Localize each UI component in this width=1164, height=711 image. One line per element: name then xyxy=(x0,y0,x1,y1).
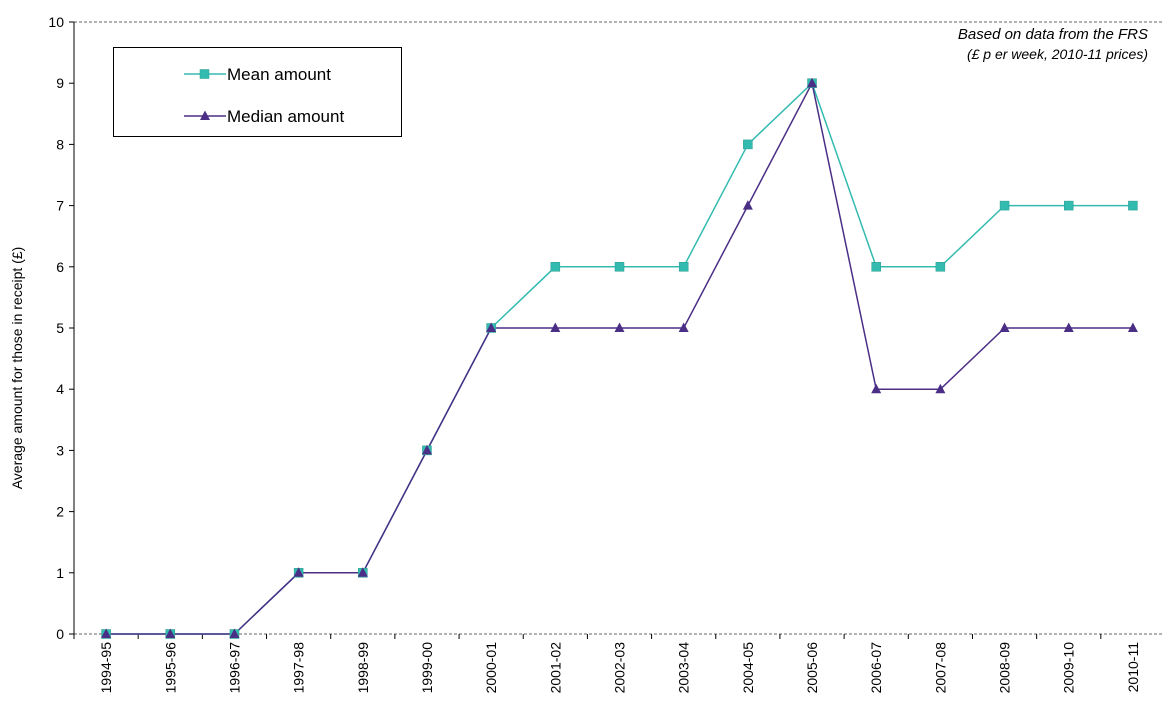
series-markers xyxy=(101,77,1138,639)
data-point-mean xyxy=(678,262,689,272)
x-tick-label: 1994-95 xyxy=(98,642,114,694)
y-tick-label: 4 xyxy=(56,381,64,397)
legend-item-mean: Mean amount xyxy=(114,62,401,86)
y-tick-label: 5 xyxy=(56,320,64,336)
y-tick-label: 3 xyxy=(56,442,64,458)
x-tick-label: 2010-11 xyxy=(1125,642,1141,693)
x-tick-label: 2003-04 xyxy=(676,642,692,694)
legend-item-median: Median amount xyxy=(114,104,401,128)
legend-swatch-mean xyxy=(184,69,226,79)
x-tick-label: 1997-98 xyxy=(291,642,307,694)
series-line-1 xyxy=(106,81,1133,635)
series-lines xyxy=(106,81,1133,635)
x-tick-label: 2008-09 xyxy=(997,642,1013,694)
x-tick-label: 2009-10 xyxy=(1061,642,1077,694)
x-tick-label: 2006-07 xyxy=(868,642,884,694)
data-point-median xyxy=(421,444,432,455)
legend: Mean amount Median amount xyxy=(113,47,402,137)
legend-label-median: Median amount xyxy=(227,107,345,126)
data-point-median xyxy=(1127,322,1138,332)
data-point-mean xyxy=(871,262,881,272)
data-point-median xyxy=(1063,322,1074,332)
data-point-median xyxy=(742,200,753,210)
series-line-0 xyxy=(106,81,1133,635)
data-point-median xyxy=(678,322,689,332)
data-point-median xyxy=(486,322,497,332)
data-point-mean xyxy=(614,262,625,272)
annotation-units: (£ p er week, 2010-11 prices) xyxy=(966,46,1148,62)
data-point-median xyxy=(999,322,1010,332)
x-tick-label: 1995-96 xyxy=(162,642,178,694)
x-tick-label: 1998-99 xyxy=(355,642,371,694)
data-point-median xyxy=(550,322,561,332)
y-axis-label: Average amount for those in receipt (£) xyxy=(9,246,25,490)
x-tick-label: 2000-01 xyxy=(483,642,499,694)
x-tick-label: 1996-97 xyxy=(226,642,242,694)
data-point-mean xyxy=(935,262,946,272)
legend-swatch-median xyxy=(184,110,226,120)
data-point-median xyxy=(357,567,368,577)
y-tick-label: 7 xyxy=(56,198,64,214)
data-point-median xyxy=(165,628,176,638)
data-point-median xyxy=(101,628,112,638)
data-point-median xyxy=(807,77,818,88)
y-tick-label: 6 xyxy=(56,259,64,275)
x-tick-label: 2005-06 xyxy=(804,642,820,694)
data-point-median xyxy=(871,383,882,394)
y-tick-label: 1 xyxy=(56,565,64,581)
x-tick-label: 1999-00 xyxy=(419,642,435,694)
data-point-median xyxy=(229,628,240,638)
data-point-median xyxy=(614,322,625,332)
data-point-median xyxy=(293,567,304,577)
y-tick-label: 0 xyxy=(56,626,64,642)
data-point-mean xyxy=(550,262,561,272)
x-ticks: 1994-95 1995-96 1996-97 1997-98 1998-99 1999-… xyxy=(73,634,1141,694)
data-point-median xyxy=(935,383,946,394)
data-point-mean xyxy=(1063,200,1074,211)
legend-label-mean: Mean amount xyxy=(227,65,331,84)
x-tick-label: 2002-03 xyxy=(612,642,628,694)
y-tick-label: 2 xyxy=(56,504,64,520)
y-tick-label: 9 xyxy=(56,75,64,91)
y-tick-label: 8 xyxy=(56,136,64,152)
data-point-mean xyxy=(1128,200,1138,211)
data-point-mean xyxy=(999,200,1010,211)
annotation-source: Based on data from the FRS xyxy=(957,26,1148,43)
y-tick-label: 10 xyxy=(48,14,64,30)
x-tick-label: 2007-08 xyxy=(932,642,948,694)
x-tick-label: 2004-05 xyxy=(740,642,756,694)
x-tick-label: 2001-02 xyxy=(547,642,563,694)
y-ticks: 0 1 2 3 4 5 6 7 8 9 10 xyxy=(48,14,74,642)
data-point-mean xyxy=(743,139,753,150)
